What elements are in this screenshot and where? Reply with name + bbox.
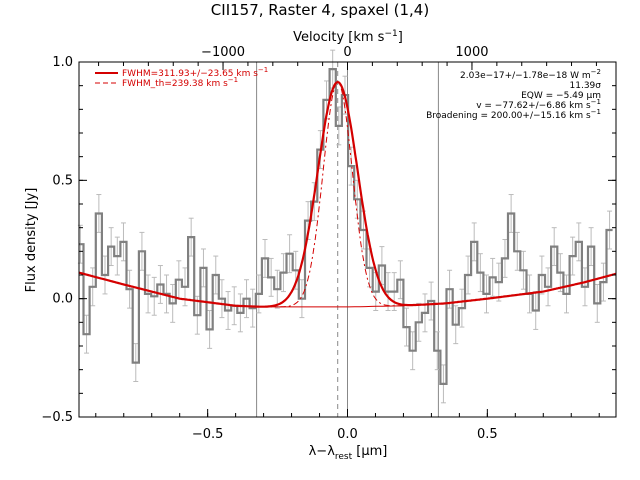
- top-tick-label: 1000: [455, 45, 488, 60]
- y-tick-label: 0.0: [52, 292, 73, 307]
- plot-area: [77, 49, 617, 417]
- x-axis-label-sub: rest: [335, 452, 353, 462]
- annotation: 2.03e−17+/−1.78e−18 W m−2: [460, 68, 601, 81]
- legend-entry: FWHM=311.93+/−23.65 km s−1: [122, 66, 268, 79]
- top-axis-label-end: ]: [398, 30, 403, 45]
- y-axis-label: Flux density [Jy]: [24, 188, 39, 293]
- legend: FWHM=311.93+/−23.65 km s−1FWHM_th=239.38…: [95, 66, 268, 89]
- top-axis-label-text: Velocity [km s: [293, 30, 385, 45]
- y-tick-label: 1.0: [52, 55, 73, 70]
- top-tick-label: −1000: [201, 45, 245, 60]
- annotation: Broadening = 200.00+/−15.16 km s−1: [426, 108, 601, 121]
- x-axis-label: λ−λrest [μm]: [309, 444, 388, 462]
- x-tick-label: 0.5: [477, 427, 498, 442]
- x-tick-label: −0.5: [192, 427, 224, 442]
- legend-entry: FWHM_th=239.38 km s−1: [122, 76, 238, 89]
- annotation: 11.39σ: [570, 81, 602, 91]
- top-axis-label: Velocity [km s−1]: [293, 29, 403, 45]
- chart-title: CII157, Raster 4, spaxel (1,4): [211, 1, 429, 19]
- x-axis-label-unit: [μm]: [352, 444, 387, 459]
- fit-series: [78, 80, 617, 308]
- y-tick-label: −0.5: [41, 410, 73, 425]
- x-tick-label: 0.0: [337, 427, 358, 442]
- y-tick-label: 0.5: [52, 173, 73, 188]
- baseline-segment: [270, 305, 405, 308]
- top-axis-label-sup: −1: [384, 29, 397, 39]
- annotation: EQW = −5.49 μm: [521, 91, 601, 101]
- axes: −0.5 0.0 0.5 −0.5 0.0 0.5 1.0 −1000 0 1000: [41, 45, 616, 442]
- top-tick-label: 0: [343, 45, 351, 60]
- annotation: v = −77.62+/−6.86 km s−1: [476, 98, 601, 111]
- x-axis-label-text: λ−λ: [309, 444, 336, 459]
- fit-thermal-series: [265, 81, 411, 308]
- data-step-series: [79, 68, 613, 385]
